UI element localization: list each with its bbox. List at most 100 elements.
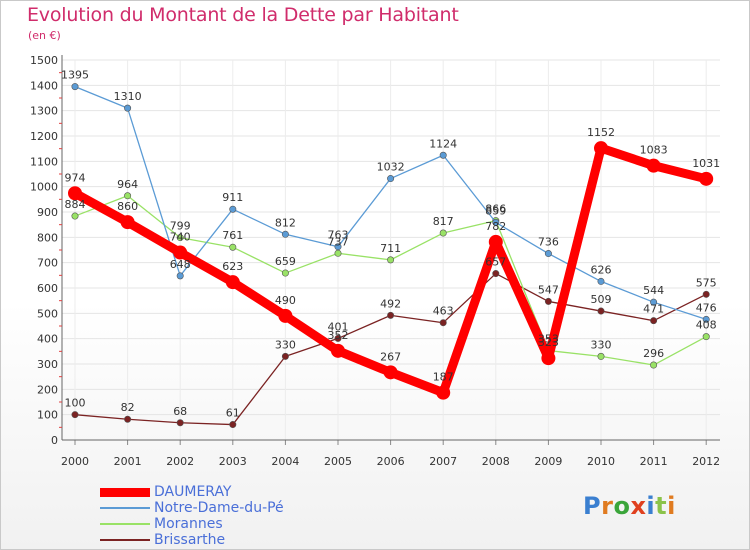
data-label: 1083 xyxy=(640,144,668,157)
data-label: 911 xyxy=(222,191,243,204)
data-point xyxy=(439,151,447,159)
data-label: 401 xyxy=(328,320,349,333)
data-point xyxy=(544,297,552,305)
proxiti-logo: Proxiti xyxy=(583,492,676,520)
data-point xyxy=(71,212,79,220)
data-point xyxy=(597,307,605,315)
y-tick-label: 200 xyxy=(37,383,58,396)
data-label: 657 xyxy=(485,256,506,269)
logo-letter: x xyxy=(630,492,647,520)
data-point xyxy=(176,419,184,427)
data-label: 1032 xyxy=(377,161,405,174)
data-point xyxy=(594,141,608,156)
logo-letter: P xyxy=(583,492,602,520)
data-point xyxy=(650,298,658,306)
data-point xyxy=(702,333,710,341)
data-label: 623 xyxy=(222,260,243,273)
y-tick-label: 1400 xyxy=(30,79,58,92)
data-point xyxy=(436,385,451,400)
data-label: 476 xyxy=(696,301,717,314)
data-label: 68 xyxy=(173,405,187,418)
data-point xyxy=(229,205,237,213)
data-label: 782 xyxy=(485,220,506,233)
y-tick-label: 900 xyxy=(37,206,58,219)
data-label: 490 xyxy=(275,294,296,307)
legend-item: Morannes xyxy=(100,516,284,532)
data-label: 866 xyxy=(485,203,506,216)
data-point xyxy=(334,243,342,251)
x-tick-label: 2012 xyxy=(692,455,720,468)
data-point xyxy=(387,256,395,264)
legend-label: DAUMERAY xyxy=(154,484,232,500)
data-label: 463 xyxy=(433,305,454,318)
data-point xyxy=(646,158,661,173)
data-label: 353 xyxy=(538,333,559,346)
data-label: 799 xyxy=(170,220,191,233)
data-label: 737 xyxy=(328,235,349,248)
legend-swatch xyxy=(100,507,150,509)
y-tick-label: 1000 xyxy=(30,181,58,194)
data-point xyxy=(699,171,714,186)
unit-label: (en €) xyxy=(28,29,61,42)
data-point xyxy=(124,192,132,200)
data-point xyxy=(68,186,82,201)
data-label: 330 xyxy=(591,338,612,351)
x-tick-label: 2011 xyxy=(640,455,668,468)
y-tick-label: 1300 xyxy=(30,105,58,118)
data-label: 817 xyxy=(433,215,454,228)
data-label: 323 xyxy=(538,336,559,349)
data-label: 1031 xyxy=(692,157,720,170)
data-label: 859 xyxy=(485,204,506,217)
data-label: 974 xyxy=(65,171,86,184)
data-label: 187 xyxy=(433,371,454,384)
data-point xyxy=(387,311,395,319)
data-label: 1395 xyxy=(61,69,89,82)
legend-item: Notre-Dame-du-Pé xyxy=(100,500,284,516)
data-point xyxy=(597,277,605,285)
data-label: 471 xyxy=(643,303,664,316)
axes: 0 100 200 300 400 500 600 700 800 900 1000 1100 1200… xyxy=(30,54,720,468)
data-label: 860 xyxy=(117,200,138,213)
y-tick-label: 1500 xyxy=(30,54,58,67)
data-point xyxy=(383,365,398,380)
x-tick-label: 2001 xyxy=(114,455,142,468)
legend-label: Brissarthe xyxy=(154,532,226,548)
data-label: 509 xyxy=(591,293,612,306)
data-label: 736 xyxy=(538,236,559,249)
y-tick-label: 600 xyxy=(37,282,58,295)
data-point xyxy=(334,249,342,257)
x-tick-label: 2003 xyxy=(219,455,247,468)
data-point xyxy=(439,319,447,327)
x-tick-label: 2005 xyxy=(324,455,352,468)
y-tick-label: 1200 xyxy=(30,130,58,143)
y-tick-label: 500 xyxy=(37,307,58,320)
data-label: 492 xyxy=(380,297,401,310)
data-label: 648 xyxy=(170,258,191,271)
x-tick-label: 2007 xyxy=(429,455,457,468)
data-point xyxy=(702,315,710,323)
data-point xyxy=(541,351,556,366)
data-label: 812 xyxy=(275,216,296,229)
data-point xyxy=(439,229,447,237)
x-tick-label: 2002 xyxy=(166,455,194,468)
x-tick-label: 2008 xyxy=(482,455,510,468)
data-point xyxy=(702,290,710,298)
data-label: 761 xyxy=(222,229,243,242)
series-lines xyxy=(68,83,714,429)
data-point xyxy=(488,234,503,249)
legend-label: Notre-Dame-du-Pé xyxy=(154,500,284,516)
data-point xyxy=(544,250,552,258)
data-label: 296 xyxy=(643,347,664,360)
data-point xyxy=(278,308,293,323)
chart-title: Evolution du Montant de la Dette par Hab… xyxy=(27,4,459,26)
x-tick-label: 2006 xyxy=(377,455,405,468)
data-point xyxy=(176,234,184,242)
legend-item: DAUMERAY xyxy=(100,484,284,500)
legend-label: Morannes xyxy=(154,516,223,532)
y-tick-label: 1100 xyxy=(30,155,58,168)
data-label: 544 xyxy=(643,284,664,297)
y-tick-label: 400 xyxy=(37,333,58,346)
data-point xyxy=(225,275,240,290)
data-label: 547 xyxy=(538,283,559,296)
